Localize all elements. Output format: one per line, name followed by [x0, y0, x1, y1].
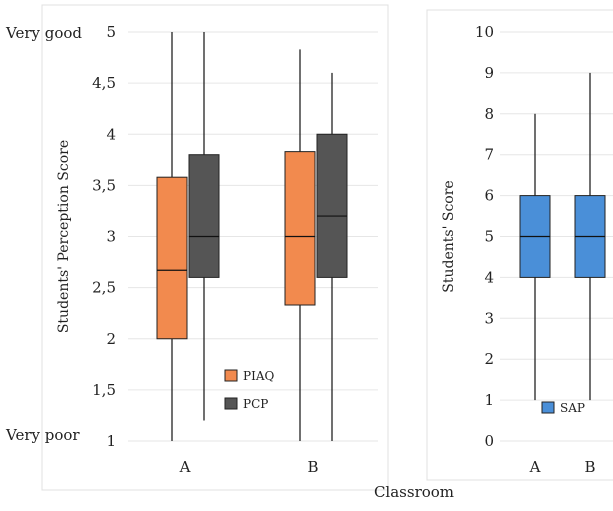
legend-swatch: [224, 369, 238, 382]
y-tick-label: 2: [484, 350, 494, 368]
y-tick-label: 6: [484, 187, 494, 205]
x-tick-label: B: [307, 458, 318, 476]
legend-label: PIAQ: [243, 369, 274, 383]
legend-swatch: [224, 397, 238, 410]
y-tick-label: 1,5: [92, 381, 116, 399]
y-tick-label: 2: [106, 330, 116, 348]
perception-score-chart: 1 1,5 2 2,5 3 3,5 4 4,5 5 Students' Perception Sc…: [5, 23, 378, 476]
y-tick-label: 1: [106, 432, 116, 450]
y-axis-label: Students' Perception Score: [56, 140, 72, 333]
y-tick-label: 3,5: [92, 176, 116, 194]
x-tick-label: A: [529, 458, 541, 476]
y-axis-label: Students' Score: [441, 180, 457, 292]
y-tick-label: 7: [484, 146, 494, 164]
x-tick-label: B: [584, 458, 595, 476]
y-tick-label: 4: [484, 268, 494, 286]
y-tick-label: 4: [106, 125, 116, 143]
x-tick-label: A: [179, 458, 191, 476]
box-pcp: [316, 133, 348, 278]
box-pcp: [188, 154, 220, 278]
y-tick-label: 9: [484, 64, 494, 82]
y-tick-label: 10: [475, 23, 494, 41]
box-piaq: [284, 151, 316, 306]
y-tick-label: 3: [484, 309, 494, 327]
y-tick-label: 8: [484, 105, 494, 123]
right-panel-frame: [426, 9, 613, 481]
left-panel-frame: [41, 4, 389, 491]
y-extreme-label-top: Very good: [5, 24, 82, 42]
y-tick-label: 1: [484, 391, 494, 409]
students-score-chart: 0 1 2 3 4 5 6 7 8 9 10 Students' Score A B SAP: [441, 23, 613, 476]
legend-swatch: [541, 401, 555, 414]
legend-label: PCP: [243, 397, 268, 411]
y-tick-label: 4,5: [92, 74, 116, 92]
y-tick-label: 2,5: [92, 279, 116, 297]
y-tick-label: 3: [106, 228, 116, 246]
y-tick-label: 5: [106, 23, 116, 41]
shared-x-axis-label: Classroom: [374, 483, 454, 501]
box-piaq: [156, 176, 188, 340]
y-extreme-label-bottom: Very poor: [5, 426, 80, 444]
y-tick-label: 0: [484, 432, 494, 450]
legend-label: SAP: [560, 401, 585, 415]
y-tick-label: 5: [484, 228, 494, 246]
